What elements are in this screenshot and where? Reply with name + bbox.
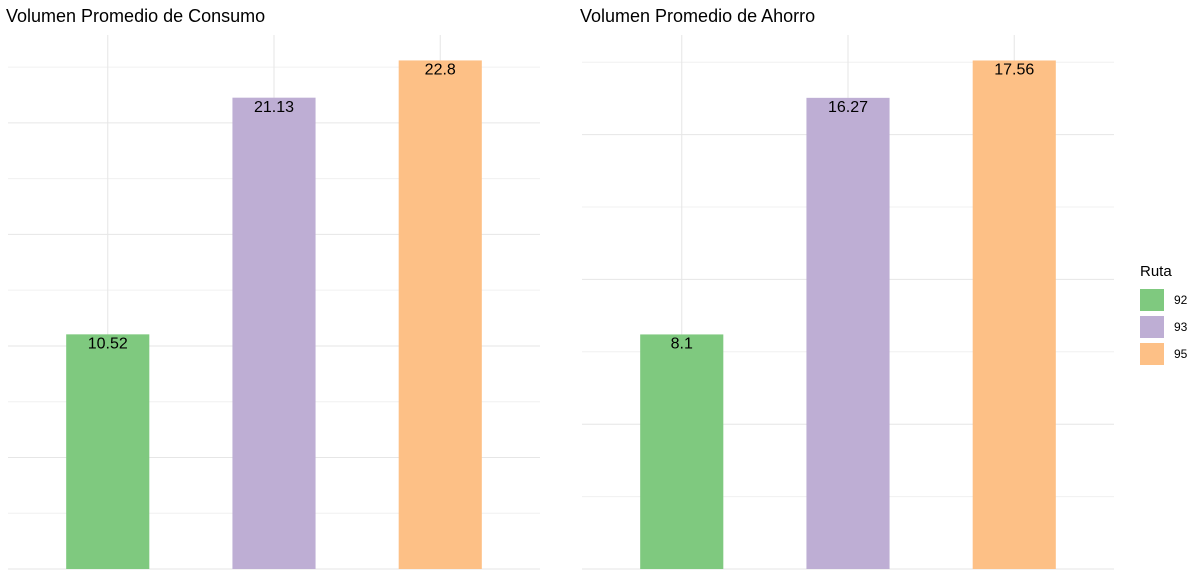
legend-label: 92 bbox=[1174, 293, 1188, 307]
legend-key bbox=[1140, 316, 1164, 338]
data-label: 17.56 bbox=[994, 62, 1034, 79]
legend-title: Ruta bbox=[1140, 263, 1172, 280]
chart-title: Volumen Promedio de Consumo bbox=[6, 6, 265, 26]
bar bbox=[398, 60, 482, 570]
data-label: 21.13 bbox=[254, 99, 294, 116]
data-label: 10.52 bbox=[88, 336, 128, 353]
bar bbox=[640, 334, 724, 569]
legend-key bbox=[1140, 289, 1164, 311]
chart-title: Volumen Promedio de Ahorro bbox=[580, 6, 815, 26]
bar bbox=[232, 97, 316, 569]
data-label: 16.27 bbox=[828, 99, 868, 116]
data-label: 22.8 bbox=[425, 62, 456, 79]
bar bbox=[66, 334, 150, 569]
legend-label: 93 bbox=[1174, 320, 1188, 334]
data-label: 8.1 bbox=[671, 336, 693, 353]
legend-key bbox=[1140, 343, 1164, 365]
bar bbox=[806, 97, 890, 569]
bar bbox=[972, 60, 1056, 569]
legend-label: 95 bbox=[1174, 347, 1188, 361]
